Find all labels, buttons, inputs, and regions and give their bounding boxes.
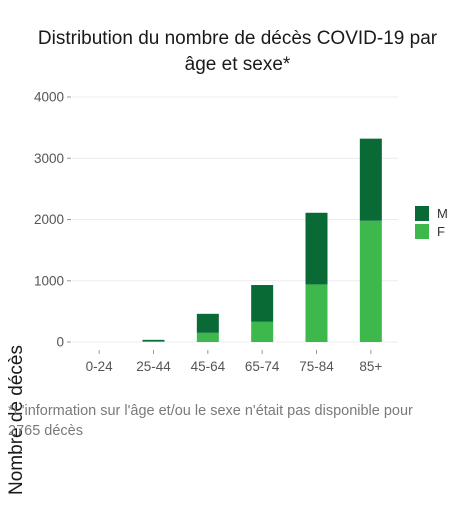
chart-title-line-1: Distribution du nombre de décès COVID-19…: [37, 28, 438, 49]
chart-title-line-2: âge et sexe*: [184, 54, 291, 75]
bar-F-45-64: [196, 332, 219, 342]
bar-chart: 0 1000 2000 3000 4000 0-24 25-44 45-64 65-74 75-…: [34, 90, 448, 375]
bar-F-65-74: [251, 321, 274, 342]
y-tick-label-0: 0: [56, 335, 64, 350]
bar-F-25-44: [142, 341, 165, 342]
bar-M-45-64: [196, 313, 219, 333]
chart-title: Distribution du nombre de décès COVID-19…: [0, 26, 475, 78]
y-axis-ticks: 0 1000 2000 3000 4000: [34, 90, 71, 350]
y-tick-label-2000: 2000: [34, 212, 64, 227]
x-tick-label-0-24: 0-24: [86, 359, 114, 374]
y-tick-label-3000: 3000: [34, 151, 64, 166]
bar-F-75-84: [305, 284, 328, 342]
x-tick-label-25-44: 25-44: [136, 359, 171, 374]
bar-M-65-74: [251, 285, 274, 322]
footnote-line-1: *L'information sur l'âge et/ou le sexe n…: [8, 403, 413, 419]
gridlines: [72, 96, 398, 343]
bar-M-85+: [359, 138, 382, 221]
bars: [142, 138, 382, 342]
footnote: *L'information sur l'âge et/ou le sexe n…: [8, 401, 468, 441]
bar-F-85+: [359, 220, 382, 342]
x-axis-ticks: 0-24 25-44 45-64 65-74 75-84 85+: [86, 350, 382, 374]
x-tick-label-75-84: 75-84: [299, 359, 334, 374]
legend: MF: [415, 206, 448, 239]
x-tick-label-65-74: 65-74: [245, 359, 280, 374]
legend-label-M: M: [437, 206, 448, 221]
legend-swatch-F: [415, 224, 429, 239]
y-tick-label-4000: 4000: [34, 90, 64, 105]
x-tick-label-45-64: 45-64: [191, 359, 226, 374]
bar-M-75-84: [305, 212, 328, 285]
y-tick-label-1000: 1000: [34, 273, 64, 288]
footnote-line-2: 2765 décès: [8, 423, 83, 439]
legend-label-F: F: [437, 224, 445, 239]
bar-M-25-44: [142, 339, 165, 342]
x-tick-label-85+: 85+: [359, 359, 382, 374]
legend-swatch-M: [415, 206, 429, 221]
